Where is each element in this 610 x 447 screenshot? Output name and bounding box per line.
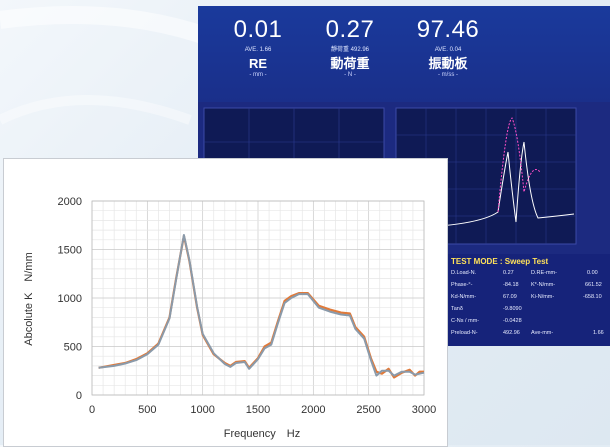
- param-label: Phase-°-: [451, 282, 473, 288]
- plot-frame: [91, 200, 425, 396]
- y-tick-label: 0: [76, 390, 82, 402]
- param-value: -9.8090: [503, 306, 522, 312]
- test-mode-panel: TEST MODE : Sweep Test D.Load-N. 0.27 D.…: [448, 254, 610, 346]
- param-row: C-Ns / mm- -0.0428: [451, 316, 609, 328]
- param-value: 67.09: [503, 294, 517, 300]
- param-value: 661.52: [585, 282, 602, 288]
- readout-unit: - N -: [344, 72, 356, 78]
- param-value: 492.96: [503, 330, 520, 336]
- param-label: C-Ns / mm-: [451, 318, 480, 324]
- param-value: 0.27: [503, 270, 514, 276]
- param-row: Tanδ -9.8090: [451, 304, 609, 316]
- y-tick-label: 2000: [58, 196, 82, 208]
- param-label: Ave-mm-: [531, 330, 554, 336]
- x-tick-label: 2000: [301, 404, 325, 416]
- readout-label: RE: [248, 56, 268, 71]
- param-value: 0.00: [587, 270, 598, 276]
- series-layer: [98, 234, 425, 379]
- readout-panel: 0.01 AVE. 1.66 RE - mm - 0.27 靜荷重 492.96…: [198, 6, 610, 102]
- param-row: Preload-N- 492.96 Ave-mm- 1.66: [451, 328, 609, 340]
- readout-sub: AVE. 0.04: [434, 47, 462, 53]
- readout-re: 0.01 AVE. 1.66 RE - mm -: [198, 16, 318, 79]
- param-value: -658.10: [583, 294, 602, 300]
- x-tick-label: 500: [138, 404, 156, 416]
- readout-vibration-plate: 97.46 AVE. 0.04 振動板 - m/ss -: [388, 16, 508, 79]
- param-label: Tanδ: [451, 306, 463, 312]
- x-tick-label: 1000: [190, 404, 214, 416]
- x-tick-label: 1500: [246, 404, 270, 416]
- param-value: 1.66: [593, 330, 604, 336]
- param-label: D.Load-N.: [451, 270, 477, 276]
- readout-label: 振動板: [428, 56, 468, 71]
- y-tick-label: 1500: [58, 245, 82, 257]
- readout-sub: AVE. 1.66: [244, 47, 272, 53]
- param-value: -84.18: [503, 282, 519, 288]
- y-axis-title: Abcolute K N/mm: [23, 252, 35, 346]
- param-label: K*-N/mm-: [531, 282, 556, 288]
- tick-layer: 0 500 1000 1500 2000 2500 3000 0 500 1000 1500 2000: [58, 196, 437, 416]
- readout-unit: - m/ss -: [438, 72, 458, 78]
- readout-sub: 靜荷重 492.96: [330, 47, 370, 53]
- y-tick-label: 500: [64, 342, 82, 354]
- readout-value: 0.01: [233, 16, 283, 43]
- param-label: D.RE-mm-: [531, 270, 557, 276]
- param-row: Kd-N/mm- 67.09 Ki-N/mm- -658.10: [451, 292, 609, 304]
- sweep-trace-pink: [497, 117, 541, 213]
- readout-value: 0.27: [325, 16, 375, 43]
- x-tick-label: 0: [89, 404, 95, 416]
- readout-unit: - mm -: [249, 72, 267, 78]
- param-label: Preload-N-: [451, 330, 478, 336]
- test-mode-title: TEST MODE : Sweep Test: [451, 257, 549, 266]
- param-label: Kd-N/mm-: [451, 294, 477, 300]
- series-line-2: [98, 234, 425, 377]
- readout-label: 動荷重: [330, 56, 370, 71]
- x-axis-title: Frequency Hz: [224, 428, 300, 440]
- param-value: -0.0428: [503, 318, 522, 324]
- sweep-trace-white: [402, 141, 575, 229]
- stiffness-chart: 0 500 1000 1500 2000 2500 3000 0 500 1000 1500 2000…: [23, 196, 437, 440]
- param-row: D.Load-N. 0.27 D.RE-mm- 0.00: [451, 268, 609, 280]
- readout-value: 97.46: [416, 16, 480, 43]
- y-tick-label: 1000: [58, 293, 82, 305]
- param-row: Phase-°- -84.18 K*-N/mm- 661.52: [451, 280, 609, 292]
- readout-dynamic-load: 0.27 靜荷重 492.96 動荷重 - N -: [290, 16, 410, 79]
- grid-layer: [91, 200, 425, 396]
- x-tick-label: 3000: [412, 404, 436, 416]
- param-label: Ki-N/mm-: [531, 294, 555, 300]
- stiffness-chart-card: 0 500 1000 1500 2000 2500 3000 0 500 1000 1500 2000…: [3, 158, 448, 447]
- x-tick-label: 2500: [356, 404, 380, 416]
